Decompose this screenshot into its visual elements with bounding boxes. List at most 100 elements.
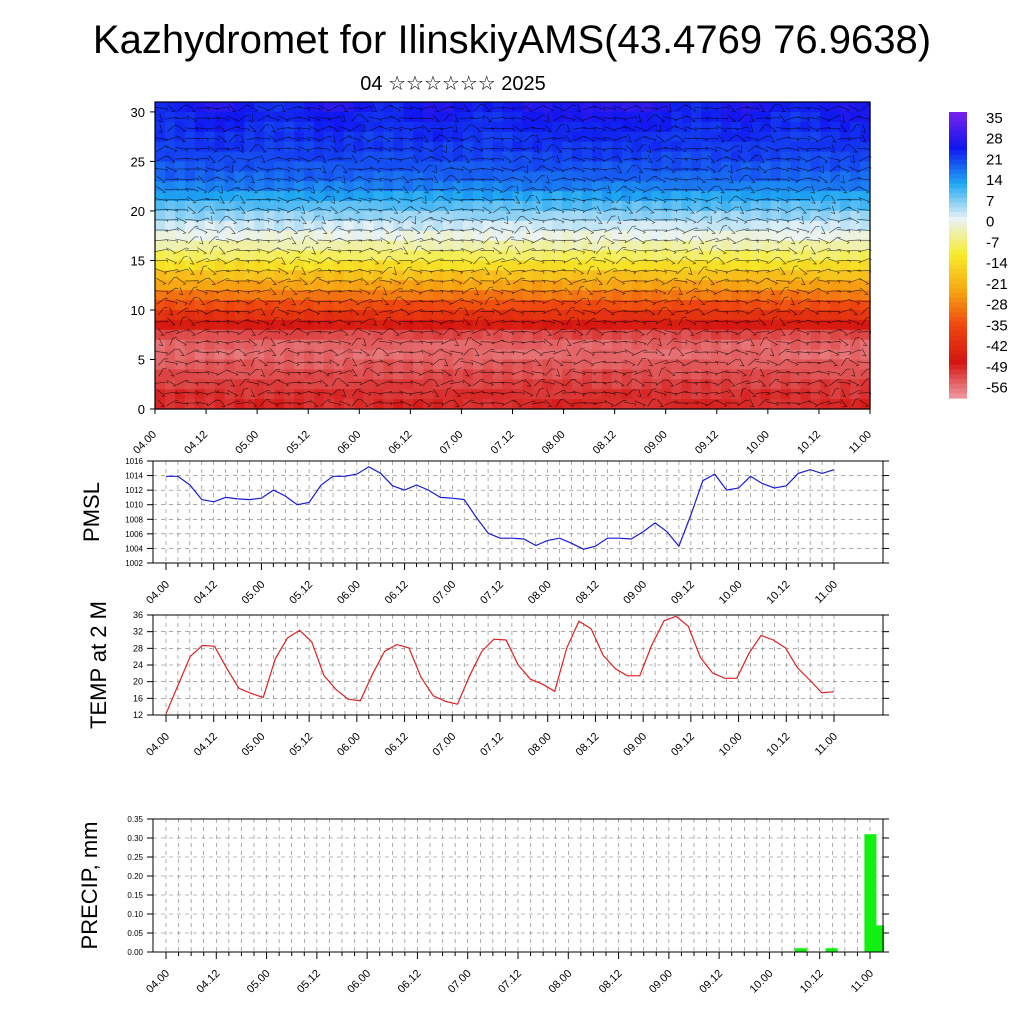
heatmap-cell (363, 260, 375, 271)
wind-barb (483, 256, 491, 265)
heatmap-cell (254, 171, 265, 182)
wind-barb (705, 238, 719, 243)
heatmap-cell (830, 280, 841, 291)
heatmap-cell (512, 141, 524, 153)
wind-barb (216, 177, 229, 183)
heatmap-cell (820, 201, 831, 212)
wind-barb (745, 290, 759, 294)
heatmap-cell (234, 339, 245, 351)
heatmap-cell (452, 399, 464, 410)
heatmap-cell (264, 309, 275, 321)
wind-barb (484, 296, 494, 306)
heatmap-cell (264, 161, 275, 172)
wind-barb (685, 247, 699, 253)
wind-barb (176, 226, 187, 234)
heatmap-cell (641, 339, 653, 351)
wind-barb (685, 278, 697, 285)
wind-barb (443, 206, 450, 214)
heatmap-cell (552, 131, 563, 143)
wind-barb (452, 328, 461, 336)
heatmap-cell (343, 379, 355, 390)
wind-barb (837, 229, 851, 233)
wind-barb (572, 197, 586, 204)
heatmap-cell (184, 210, 196, 222)
wind-barb (246, 381, 260, 386)
wind-barb (717, 256, 726, 265)
wind-barb (460, 239, 474, 243)
wind-barb (564, 368, 576, 377)
wind-barb (381, 297, 390, 305)
heatmap-cell (860, 151, 871, 163)
wind-barb (443, 358, 449, 367)
wind-barb (847, 250, 861, 253)
wind-barb (684, 168, 698, 172)
wind-barb (480, 310, 494, 314)
heatmap-cell (234, 210, 245, 222)
wind-barb (460, 299, 474, 305)
wind-barb (643, 382, 657, 385)
heatmap-cell (810, 389, 821, 400)
heatmap-cell (572, 359, 583, 370)
heatmap-cell (294, 161, 305, 172)
heatmap-cell (254, 131, 265, 143)
heatmap-cell (413, 329, 424, 341)
heatmap-cell (383, 309, 394, 321)
wind-barb (779, 328, 786, 336)
heatmap-cell (452, 210, 464, 222)
heatmap-cell (601, 151, 613, 163)
wind-barb (215, 107, 230, 110)
wind-barb (392, 266, 397, 276)
x-tick-label: 07.00 (430, 579, 458, 607)
wind-barb (267, 217, 280, 224)
heatmap-cell (184, 191, 196, 202)
wind-barb (331, 378, 341, 387)
x-tick-label: 11.00 (813, 579, 840, 606)
heatmap-cell (860, 369, 871, 380)
wind-barb (840, 144, 850, 153)
heatmap-cell (830, 389, 841, 400)
wind-barb (229, 195, 239, 204)
wind-barb (582, 219, 596, 222)
heatmap-cell (264, 151, 275, 163)
heatmap-cell (691, 280, 702, 291)
wind-barb (654, 105, 669, 111)
x-tick-label: 07.00 (446, 968, 474, 996)
heatmap-cell (760, 201, 772, 212)
wind-barb (154, 351, 168, 355)
heatmap-cell (184, 151, 196, 163)
wind-barb (256, 207, 270, 214)
wind-barb (321, 154, 327, 164)
heatmap-cell (413, 201, 424, 212)
wind-barb (154, 290, 168, 294)
heatmap-cell (701, 111, 712, 123)
wind-barb (379, 146, 392, 153)
wind-barb (837, 198, 851, 202)
wind-barb (390, 227, 403, 233)
heatmap-cell (790, 260, 802, 271)
heatmap-cell (184, 309, 196, 321)
colorbar-swatch (949, 374, 967, 380)
wind-barb (205, 259, 220, 262)
heatmap-cell (224, 102, 236, 113)
wind-barb (167, 155, 176, 163)
wind-barb (531, 218, 545, 224)
wind-barb (266, 270, 280, 274)
heatmap-cell (860, 131, 871, 143)
heatmap-cell (284, 300, 295, 311)
heatmap-cell (214, 369, 226, 380)
heatmap-cell (373, 210, 384, 222)
wind-barb (167, 348, 179, 356)
heatmap-cell (423, 111, 434, 123)
heatmap-cell (155, 131, 166, 143)
wind-barb (624, 176, 638, 182)
wind-barb (716, 216, 730, 223)
heatmap-cell (582, 210, 593, 222)
heatmap-cell (750, 171, 762, 182)
heatmap-cell (641, 141, 653, 153)
heatmap-cell (572, 191, 583, 202)
wind-barb (471, 329, 485, 335)
wind-barb (735, 350, 749, 356)
y-tick-label: 25 (131, 154, 145, 169)
heatmap-cell (383, 151, 394, 163)
colorbar-swatch (949, 312, 967, 318)
